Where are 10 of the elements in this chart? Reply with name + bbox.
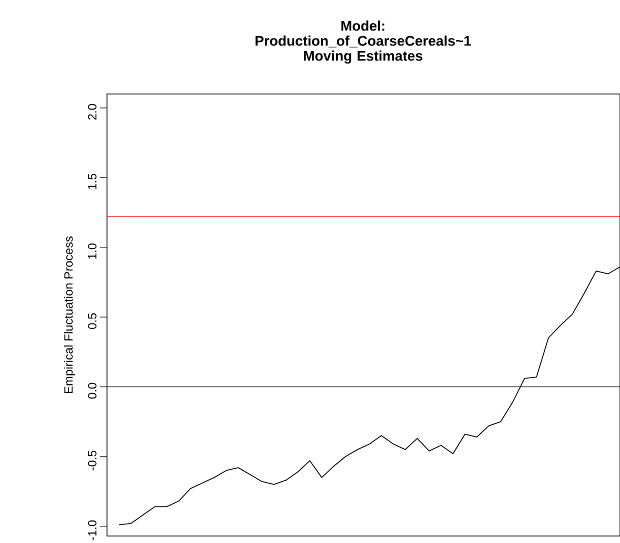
y-tick-label: -0.5 bbox=[88, 450, 96, 470]
y-tick-label: 0.5 bbox=[88, 313, 96, 329]
chart-title: Model: Production_of_CoarseCereals~1 bbox=[256, 20, 471, 48]
y-tick-label: -1.0 bbox=[88, 520, 96, 540]
y-tick-label: 1.0 bbox=[88, 243, 96, 259]
y-tick-label: 1.5 bbox=[88, 174, 96, 190]
chart-subtitle: Moving Estimates bbox=[304, 50, 422, 64]
y-tick-label: 2.0 bbox=[88, 104, 96, 120]
y-axis-title: Empirical Fluctuation Process bbox=[64, 236, 76, 394]
y-tick-label: 0.0 bbox=[88, 382, 96, 399]
